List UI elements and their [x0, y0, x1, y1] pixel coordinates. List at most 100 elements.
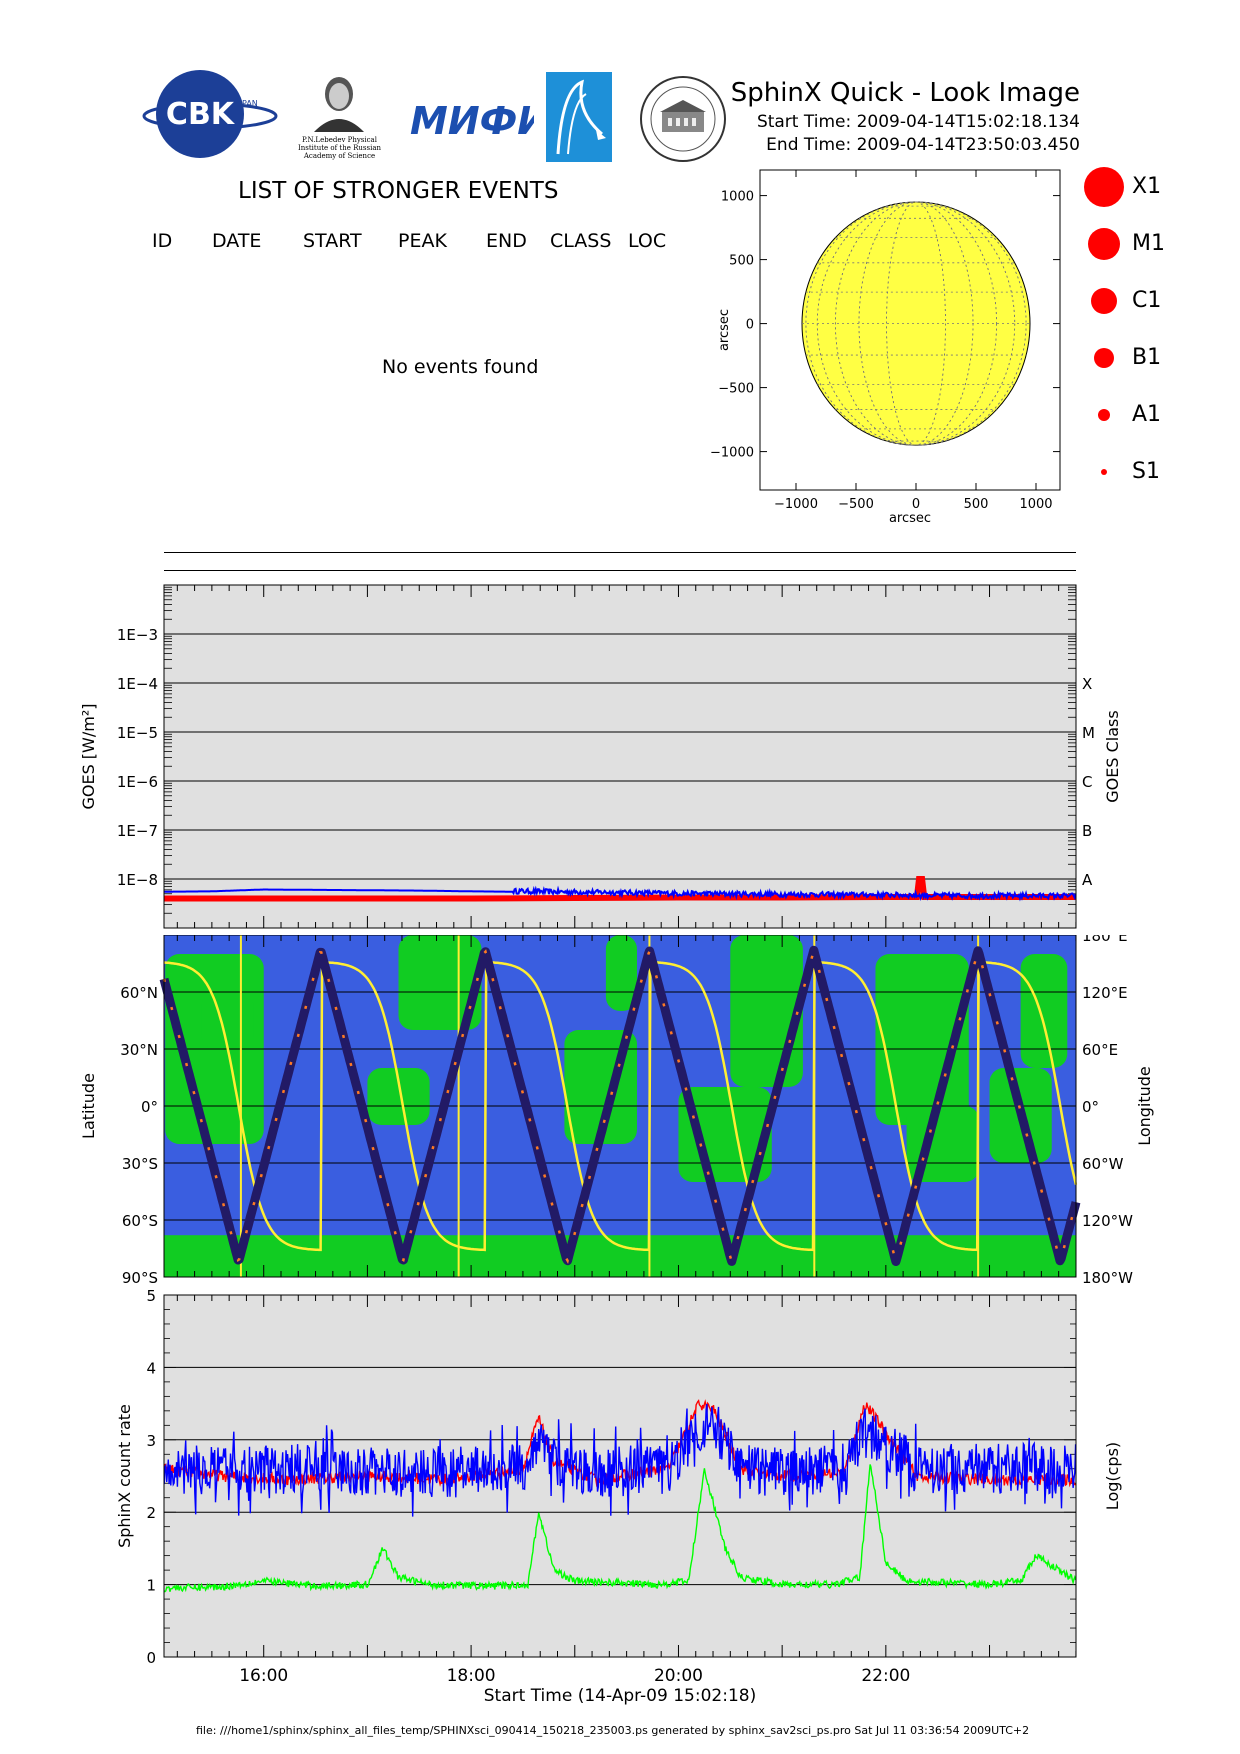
legend-dot	[1094, 348, 1114, 368]
legend-item-a1: A1	[1080, 393, 1180, 437]
count-right-axis-label: Log(cps)	[1103, 1442, 1122, 1510]
count-y-tick-label: 4	[146, 1359, 156, 1377]
count-x-tick-label: 18:00	[447, 1666, 496, 1686]
goes-class-label: A	[1082, 871, 1093, 889]
goes-y-tick-label: 1E−4	[117, 675, 158, 693]
sphinx-count-rate-chart: 0 1 2 3 4 5 SphinX count rate Log(cps) 16:00 18:0…	[115, 1290, 1122, 1706]
disk-plot-frame	[759, 169, 1061, 491]
space-institute-logo	[546, 72, 612, 162]
goes-y-axis-label: GOES [W/m²]	[79, 703, 98, 809]
orbit-lon-tick-label: 60°W	[1082, 1155, 1124, 1173]
orbit-land-mass	[1020, 954, 1068, 1068]
orbit-land-mass	[398, 935, 482, 1030]
orbit-lon-tick-label: 120°E	[1082, 984, 1128, 1002]
disk-x-tick-label: −1000	[774, 497, 818, 512]
orbit-y-axis-label: Latitude	[79, 1073, 98, 1139]
legend-item-x1: X1	[1080, 165, 1180, 209]
lebedev-caption: P.N.Lebedev Physical Institute of the Ru…	[292, 136, 387, 160]
events-title: LIST OF STRONGER EVENTS	[238, 178, 559, 204]
count-series-green	[163, 1464, 1077, 1593]
disk-x-tick-label: 0	[912, 497, 920, 512]
miph-logo-text: МИФИ	[410, 99, 534, 143]
end-time: End Time: 2009-04-14T23:50:03.450	[766, 135, 1080, 155]
flare-class-legend: X1 M1 C1 B1 A1 S1	[1080, 165, 1180, 505]
goes-plot-frame	[163, 584, 1077, 929]
orbit-lon-tick-label: 180°W	[1082, 1269, 1133, 1287]
goes-flux-chart: 1E−8 1E−7 1E−6 1E−5 1E−4 1E−3 A B C M X GOES [W/m²]…	[79, 584, 1122, 929]
legend-label: X1	[1132, 174, 1162, 199]
legend-item-s1: S1	[1080, 450, 1180, 494]
orbit-lat-tick-label: 90°S	[122, 1269, 158, 1287]
goes-y-tick-label: 1E−8	[117, 871, 158, 889]
disk-x-tick-label: −500	[838, 497, 874, 512]
orbit-map-chart: 90°S 60°S 30°S 0° 30°N 60°N 180°W 120°W 60°W 0° 60…	[79, 935, 1154, 1287]
disk-y-tick-label: 500	[729, 254, 754, 269]
disk-longitude-line	[805, 201, 1027, 446]
orbit-land-mass	[730, 935, 803, 1087]
count-y-axis-label: SphinX count rate	[115, 1404, 134, 1548]
lebedev-caption-line: Academy of Science	[303, 152, 376, 160]
separator-line	[164, 552, 1076, 553]
start-time: Start Time: 2009-04-14T15:02:18.134	[756, 112, 1080, 132]
legend-item-m1: M1	[1080, 222, 1180, 266]
orbit-lat-tick-label: 30°S	[122, 1155, 158, 1173]
orbit-satellite-track	[159, 945, 1081, 1266]
goes-y-tick-label: 1E−7	[117, 822, 158, 840]
university-seal-logo	[640, 76, 726, 162]
disk-y-tick-label: 0	[746, 318, 754, 333]
legend-dot	[1098, 409, 1110, 421]
orbit-lon-tick-label: 60°E	[1082, 1041, 1118, 1059]
legend-label: B1	[1132, 345, 1162, 370]
orbit-lat-tick-label: 60°N	[120, 984, 158, 1002]
count-x-tick-label: 22:00	[861, 1666, 910, 1686]
events-col-id: ID	[152, 230, 173, 252]
count-y-tick-label: 5	[146, 1290, 156, 1305]
legend-dot	[1101, 469, 1107, 475]
goes-y-tick-label: 1E−3	[117, 626, 158, 644]
disk-x-tick-label: 1000	[1019, 497, 1052, 512]
orbit-lat-tick-label: 0°	[141, 1098, 158, 1116]
orbit-land-layer	[164, 935, 1076, 1277]
orbit-lat-tick-label: 30°N	[120, 1041, 158, 1059]
disk-y-tick-label: 1000	[721, 190, 754, 205]
events-col-end: END	[486, 230, 527, 252]
events-empty-message: No events found	[382, 356, 539, 378]
disk-x-axis-label: arcsec	[889, 511, 931, 526]
miph-logo: МИФИ	[410, 99, 534, 143]
orbit-lon-tick-label: 0°	[1082, 1098, 1099, 1116]
cbk-logo-subtext: PAN	[242, 99, 258, 108]
orbit-longitude-curve	[163, 960, 1078, 1252]
legend-label: S1	[1132, 459, 1160, 484]
goes-right-axis-label: GOES Class	[1103, 710, 1122, 802]
count-series-blue	[163, 1403, 1077, 1517]
goes-y-tick-label: 1E−5	[117, 724, 158, 742]
solar-disk	[801, 201, 1031, 446]
events-col-start: START	[303, 230, 362, 252]
cbk-logo-text: CBK	[166, 97, 236, 132]
legend-dot	[1084, 167, 1124, 207]
lebedev-logo	[314, 77, 364, 132]
disk-grid	[802, 201, 1030, 446]
lebedev-caption-line: P.N.Lebedev Physical	[302, 136, 377, 144]
goes-class-label: B	[1082, 822, 1092, 840]
orbit-right-axis-label: Longitude	[1135, 1066, 1154, 1146]
count-y-tick-label: 1	[146, 1577, 156, 1595]
orbit-lon-tick-label: 120°W	[1082, 1212, 1133, 1230]
legend-dot	[1088, 228, 1120, 260]
count-x-tick-label: 16:00	[239, 1666, 288, 1686]
disk-y-axis-label: arcsec	[717, 309, 732, 351]
orbit-land-mass	[367, 1068, 430, 1125]
goes-class-label: X	[1082, 675, 1092, 693]
goes-plot-background	[164, 585, 1076, 928]
orbit-lon-tick-label: 180°E	[1082, 935, 1128, 945]
solar-disk-chart: −1000 −500 0 500 1000 −1000 −500 0 500 1000 arcsec…	[710, 169, 1061, 526]
footer-file-info: file: ///home1/sphinx/sphinx_all_files_t…	[196, 1724, 1030, 1737]
goes-series-short-channel	[164, 885, 1077, 902]
goes-class-label: M	[1082, 724, 1095, 742]
disk-x-tick-label: 500	[964, 497, 989, 512]
count-x-axis-label: Start Time (14-Apr-09 15:02:18)	[484, 1686, 756, 1706]
count-y-tick-label: 2	[146, 1504, 156, 1522]
disk-longitude-line	[886, 201, 946, 446]
events-col-peak: PEAK	[398, 230, 447, 252]
events-col-loc: LOC	[628, 230, 667, 252]
